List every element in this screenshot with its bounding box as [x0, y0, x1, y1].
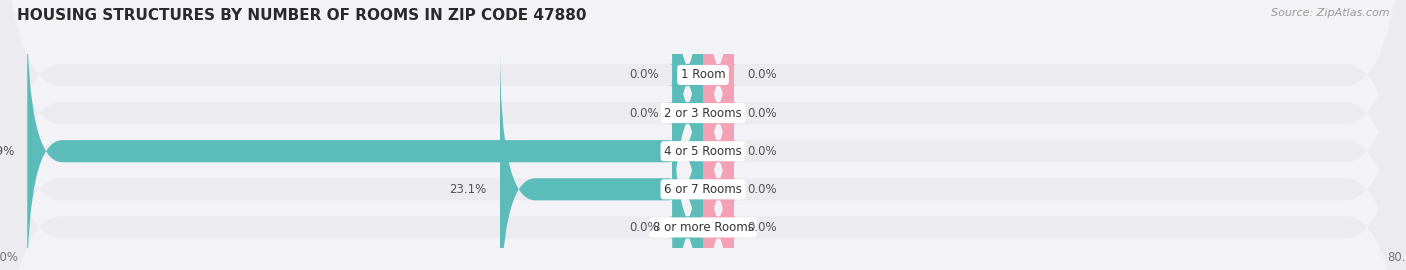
Text: Source: ZipAtlas.com: Source: ZipAtlas.com — [1271, 8, 1389, 18]
Text: 0.0%: 0.0% — [747, 145, 776, 158]
FancyBboxPatch shape — [699, 48, 738, 270]
Text: 0.0%: 0.0% — [747, 107, 776, 120]
Text: 0.0%: 0.0% — [747, 69, 776, 82]
Text: 76.9%: 76.9% — [0, 145, 14, 158]
FancyBboxPatch shape — [699, 86, 738, 270]
Text: 0.0%: 0.0% — [630, 107, 659, 120]
FancyBboxPatch shape — [27, 10, 703, 270]
Text: 6 or 7 Rooms: 6 or 7 Rooms — [664, 183, 742, 196]
Text: 0.0%: 0.0% — [747, 221, 776, 234]
Text: 0.0%: 0.0% — [630, 69, 659, 82]
Text: 2 or 3 Rooms: 2 or 3 Rooms — [664, 107, 742, 120]
FancyBboxPatch shape — [668, 0, 707, 216]
Text: 1 Room: 1 Room — [681, 69, 725, 82]
Text: HOUSING STRUCTURES BY NUMBER OF ROOMS IN ZIP CODE 47880: HOUSING STRUCTURES BY NUMBER OF ROOMS IN… — [17, 8, 586, 23]
FancyBboxPatch shape — [699, 0, 738, 216]
FancyBboxPatch shape — [668, 86, 707, 270]
FancyBboxPatch shape — [668, 0, 707, 255]
Text: 23.1%: 23.1% — [450, 183, 486, 196]
FancyBboxPatch shape — [699, 10, 738, 270]
FancyBboxPatch shape — [699, 0, 738, 255]
Text: 4 or 5 Rooms: 4 or 5 Rooms — [664, 145, 742, 158]
FancyBboxPatch shape — [501, 48, 703, 270]
Text: 0.0%: 0.0% — [630, 221, 659, 234]
Text: 0.0%: 0.0% — [747, 183, 776, 196]
Text: 8 or more Rooms: 8 or more Rooms — [652, 221, 754, 234]
